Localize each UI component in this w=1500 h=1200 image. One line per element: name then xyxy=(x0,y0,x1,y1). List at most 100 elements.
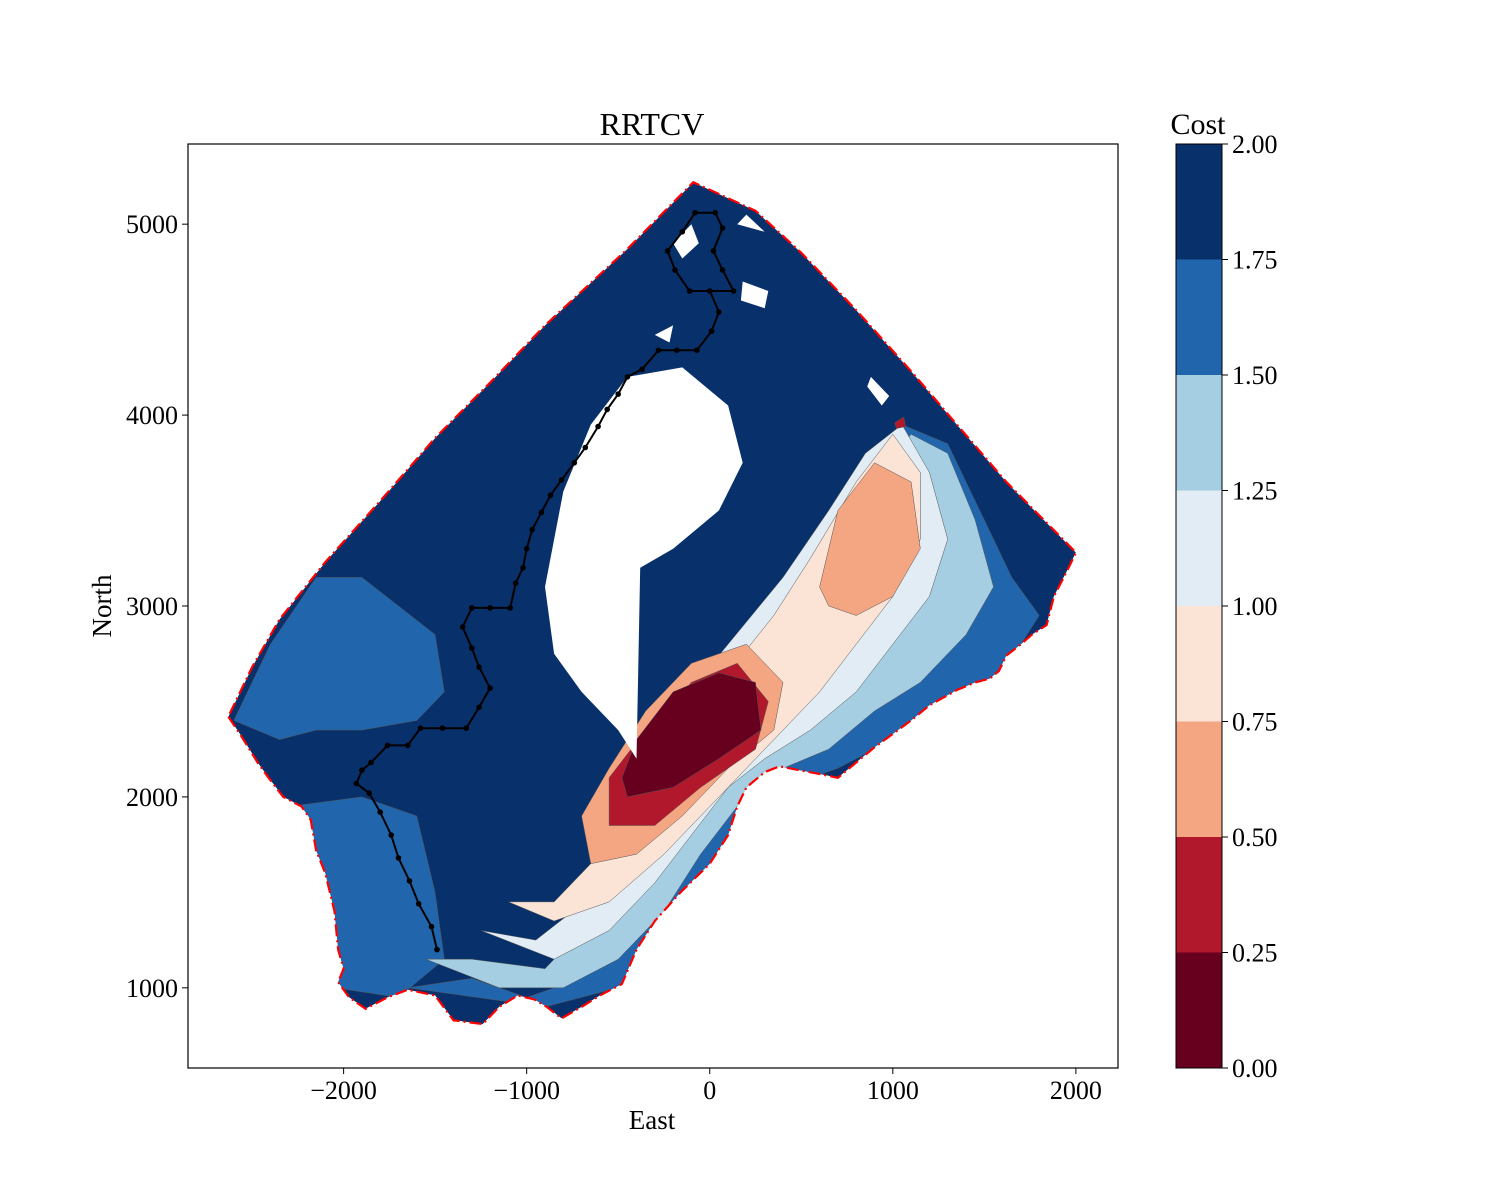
x-axis-ticks: −2000 −1000 0 1000 2000 xyxy=(310,1068,1102,1105)
path-node xyxy=(353,780,360,787)
contour-band-0.00-0.25 xyxy=(621,672,762,798)
path-node xyxy=(712,209,718,216)
obstacle-hole-small xyxy=(867,376,890,406)
y-axis-label: North xyxy=(87,574,117,637)
obstacle-hole-small xyxy=(737,214,765,232)
path-node xyxy=(359,767,365,773)
x-tick-label: 0 xyxy=(703,1076,716,1105)
path-node xyxy=(679,229,686,235)
cost-field xyxy=(228,182,1076,1025)
path-node xyxy=(604,406,610,413)
path-node xyxy=(520,565,526,571)
path-node xyxy=(388,832,395,838)
path-node xyxy=(366,790,373,796)
y-axis-ticks: 1000 2000 3000 4000 5000 xyxy=(126,210,188,1003)
path-node xyxy=(439,725,446,731)
path-node xyxy=(694,347,700,354)
path-node xyxy=(417,725,424,731)
path-node xyxy=(674,347,680,354)
path-node xyxy=(708,328,715,334)
chart-title: RRTCV xyxy=(600,106,705,142)
path-node xyxy=(395,855,402,861)
path-node xyxy=(476,704,482,710)
y-tick-label: 1000 xyxy=(126,974,178,1003)
colorbar-segment xyxy=(1176,952,1222,1068)
colorbar-segment xyxy=(1176,721,1222,837)
contour-field xyxy=(228,182,1076,1025)
path-node xyxy=(476,664,482,670)
y-tick-label: 2000 xyxy=(126,783,178,812)
path-node xyxy=(730,288,737,294)
colorbar-label: Cost xyxy=(1170,108,1226,141)
y-tick-label: 4000 xyxy=(126,401,178,430)
path-node xyxy=(547,492,554,499)
obstacle-hole xyxy=(545,367,743,759)
path-node xyxy=(624,374,631,380)
path-node xyxy=(384,742,391,749)
path-node xyxy=(415,901,422,907)
path-node xyxy=(529,526,535,533)
path-node xyxy=(434,946,440,953)
y-tick-label: 5000 xyxy=(126,210,178,239)
path-node xyxy=(428,923,435,930)
path-node xyxy=(377,809,384,815)
colorbar-tick-label: 0.50 xyxy=(1232,823,1278,852)
path-node xyxy=(404,742,411,749)
colorbar-tick-label: 0.00 xyxy=(1232,1054,1278,1083)
colorbar-tick-label: 0.25 xyxy=(1232,939,1278,968)
colorbar-tick-label: 1.00 xyxy=(1232,592,1278,621)
obstacle-hole-small xyxy=(673,224,699,259)
obstacle-hole-small xyxy=(654,325,674,343)
path-node xyxy=(707,288,713,294)
path-node xyxy=(672,267,678,273)
x-tick-label: 1000 xyxy=(867,1076,919,1105)
path-node xyxy=(692,209,698,216)
colorbar-tick-label: 1.50 xyxy=(1232,361,1278,390)
x-tick-label: −1000 xyxy=(493,1076,560,1105)
path-node xyxy=(719,267,726,273)
path-node xyxy=(655,347,662,354)
path-node xyxy=(719,225,726,231)
obstacle-hole-small xyxy=(740,281,769,309)
contour-hotspot xyxy=(894,416,906,429)
path-node xyxy=(459,624,466,630)
contour-band-1.50-1.75 xyxy=(233,577,445,740)
colorbar: 0.00 0.25 0.50 0.75 1.00 1.25 1.50 1.75 2.00 xyxy=(1175,130,1278,1083)
path-node xyxy=(523,545,530,552)
path-node xyxy=(463,725,470,731)
path-node xyxy=(710,248,717,254)
x-tick-label: −2000 xyxy=(310,1076,377,1105)
contour-band-1.75-2.00 xyxy=(228,182,1076,1025)
path-node xyxy=(469,605,475,611)
colorbar-segment xyxy=(1176,375,1222,491)
y-tick-label: 3000 xyxy=(126,592,178,621)
path-node xyxy=(686,288,693,294)
path-node xyxy=(558,477,565,483)
path-node xyxy=(507,605,513,611)
colorbar-tick-label: 1.25 xyxy=(1232,477,1278,506)
path-node xyxy=(487,685,493,691)
path-node xyxy=(571,460,578,466)
contour-band-0.50-0.75 xyxy=(819,462,921,616)
x-tick-label: 2000 xyxy=(1050,1076,1102,1105)
colorbar-segment xyxy=(1176,837,1222,953)
path-node xyxy=(487,605,493,611)
colorbar-segment xyxy=(1176,490,1222,606)
path-node xyxy=(469,645,475,651)
path-node xyxy=(512,580,519,586)
colorbar-segment xyxy=(1176,259,1222,375)
path-node xyxy=(615,391,621,397)
colorbar-segment xyxy=(1176,606,1222,722)
path-node xyxy=(639,366,645,373)
colorbar-tick-label: 0.75 xyxy=(1232,708,1278,737)
path-node xyxy=(368,759,374,766)
path-node xyxy=(582,444,589,451)
path-node xyxy=(406,878,413,884)
path-node xyxy=(538,509,545,516)
colorbar-tick-label: 1.75 xyxy=(1232,246,1278,275)
path-node xyxy=(595,423,601,430)
region-boundary xyxy=(227,180,1078,1026)
overlay-layer xyxy=(227,180,1078,1026)
colorbar-tick-label: 2.00 xyxy=(1232,130,1278,159)
